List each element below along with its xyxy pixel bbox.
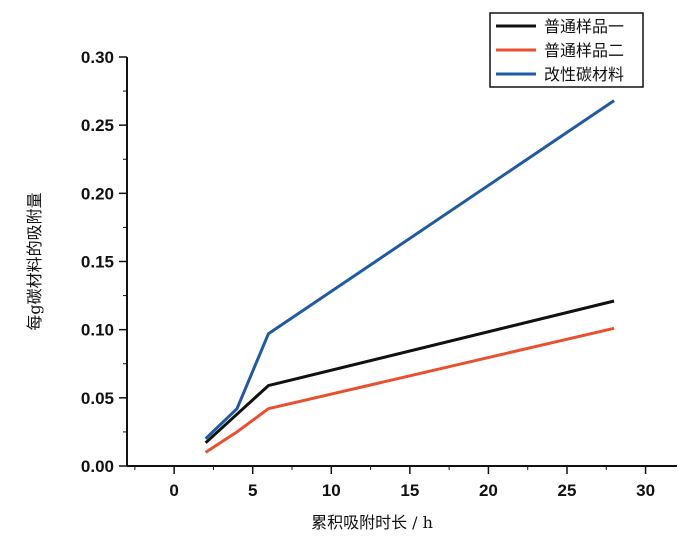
y-tick-label: 0.20: [81, 184, 114, 203]
legend-label-1: 普通样品一: [544, 17, 624, 36]
ticks: 0 5 10 15 20 25 30 0.00 0.05 0.10 0.15 0.20 0.25 0.30: [81, 48, 655, 500]
x-tick-label: 25: [558, 481, 577, 500]
x-tick-label: 0: [169, 481, 178, 500]
y-tick-label: 0.10: [81, 321, 114, 340]
series-lines: [204, 99, 615, 454]
series-line-3: [204, 99, 615, 440]
x-tick-label: 5: [248, 481, 257, 500]
x-tick-label: 20: [479, 481, 498, 500]
axes: [126, 57, 677, 467]
y-tick-label: 0.30: [81, 48, 114, 67]
y-axis-title: 每g碳材料的吸附量: [25, 192, 44, 330]
legend-label-3: 改性碳材料: [544, 65, 624, 84]
y-tick-label: 0.25: [81, 116, 114, 135]
x-tick-label: 30: [636, 481, 655, 500]
x-tick-label: 15: [400, 481, 419, 500]
y-tick-label: 0.00: [81, 457, 114, 476]
x-tick-label: 10: [322, 481, 341, 500]
series-line-2: [204, 326, 615, 454]
legend-label-2: 普通样品二: [544, 41, 624, 60]
y-tick-label: 0.05: [81, 389, 114, 408]
series-line-1: [204, 299, 615, 444]
x-axis-title: 累积吸附时长 / h: [311, 513, 433, 532]
y-tick-label: 0.15: [81, 253, 114, 272]
